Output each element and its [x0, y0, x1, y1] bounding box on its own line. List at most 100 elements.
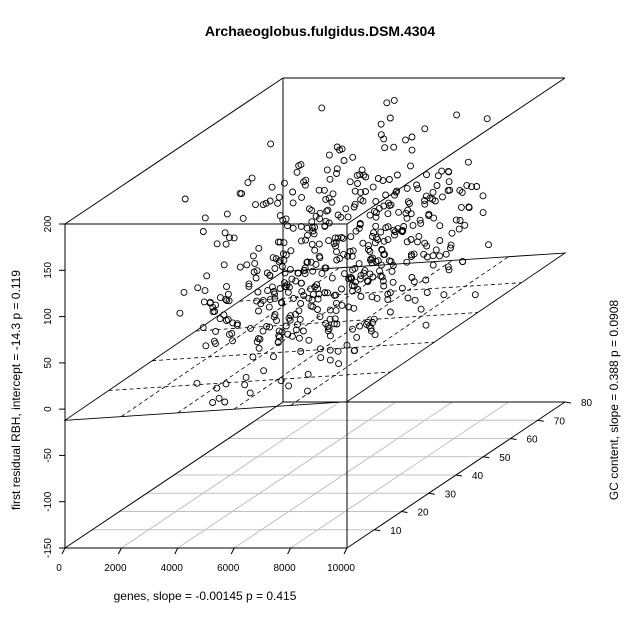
data-point [194, 284, 202, 292]
data-point [404, 294, 412, 302]
data-point [366, 211, 374, 219]
data-point [297, 222, 305, 230]
data-point [262, 199, 270, 207]
data-point [379, 177, 387, 185]
data-point [338, 233, 345, 241]
z-tick-label: 200 [43, 215, 54, 232]
data-point [266, 296, 274, 304]
data-point [414, 238, 421, 246]
data-point [371, 239, 379, 247]
data-point [453, 111, 461, 119]
data-point [213, 240, 221, 248]
data-point [272, 255, 280, 263]
data-point [368, 293, 376, 301]
data-point [468, 183, 476, 191]
data-point [254, 335, 262, 343]
data-point [332, 238, 340, 246]
data-point [338, 145, 346, 153]
data-point [281, 283, 289, 291]
data-point [362, 173, 370, 181]
chart-title: Archaeoglobus.fulgidus.DSM.4304 [205, 23, 435, 39]
data-points [176, 96, 492, 406]
data-point [270, 313, 278, 321]
data-point [301, 181, 309, 189]
data-point [429, 188, 437, 196]
data-point [339, 234, 347, 242]
data-point [342, 205, 350, 213]
data-point [360, 269, 368, 277]
plane-grid-line [152, 341, 435, 362]
data-point [369, 254, 377, 262]
x-tick-mark [343, 547, 348, 555]
data-point [236, 263, 244, 271]
data-point [220, 261, 228, 269]
plane-grid-line [239, 282, 522, 302]
data-point [436, 222, 444, 230]
data-point [245, 280, 253, 288]
data-point [288, 332, 296, 340]
data-point [436, 252, 444, 260]
data-point [398, 284, 406, 292]
plane-grid-line [290, 256, 509, 406]
data-point [278, 263, 286, 270]
data-point [354, 286, 362, 293]
data-point [326, 175, 334, 183]
x-tick-mark [287, 547, 292, 555]
data-point [249, 353, 257, 361]
data-point [347, 233, 355, 241]
data-point [479, 192, 487, 200]
box-edge [64, 401, 284, 549]
data-point [380, 237, 388, 245]
data-point [321, 289, 329, 297]
y-tick-label: 30 [445, 489, 457, 500]
data-point [290, 294, 297, 302]
data-point [233, 321, 241, 329]
data-point [229, 337, 237, 345]
data-point [408, 133, 416, 141]
data-point [294, 269, 302, 277]
data-point [213, 384, 221, 392]
data-point [322, 195, 330, 203]
data-point [292, 326, 300, 334]
data-point [295, 334, 303, 342]
data-point [377, 228, 385, 236]
data-point [351, 264, 359, 272]
data-point [305, 294, 313, 302]
data-point [333, 248, 340, 256]
data-point [357, 196, 365, 204]
data-point [315, 240, 323, 248]
data-point [336, 254, 344, 262]
data-point [380, 282, 388, 290]
data-point [308, 206, 316, 214]
data-point [359, 239, 367, 247]
y-tick-mark [510, 438, 517, 440]
data-point [315, 186, 323, 194]
data-point [302, 236, 309, 244]
data-point [222, 380, 230, 388]
x-tick-label: 4000 [161, 563, 184, 574]
data-point [297, 161, 305, 169]
data-point [386, 308, 394, 316]
data-point [245, 282, 253, 290]
z-tick-label: 150 [43, 262, 54, 279]
data-point [323, 166, 331, 174]
data-point [329, 190, 337, 198]
data-point [382, 224, 390, 232]
data-point [223, 283, 230, 291]
data-point [390, 143, 398, 151]
z-tick-label: -100 [43, 491, 54, 511]
data-point [384, 210, 392, 218]
data-point [388, 267, 396, 275]
data-point [456, 217, 464, 224]
data-point [386, 289, 394, 297]
data-point [316, 345, 324, 353]
data-point [270, 353, 277, 361]
data-point [370, 229, 378, 237]
box-edge [346, 77, 566, 225]
data-point [282, 322, 290, 330]
data-point [452, 216, 460, 224]
data-point [216, 294, 224, 302]
data-point [364, 278, 372, 285]
data-point [421, 197, 428, 204]
data-point [395, 208, 403, 216]
